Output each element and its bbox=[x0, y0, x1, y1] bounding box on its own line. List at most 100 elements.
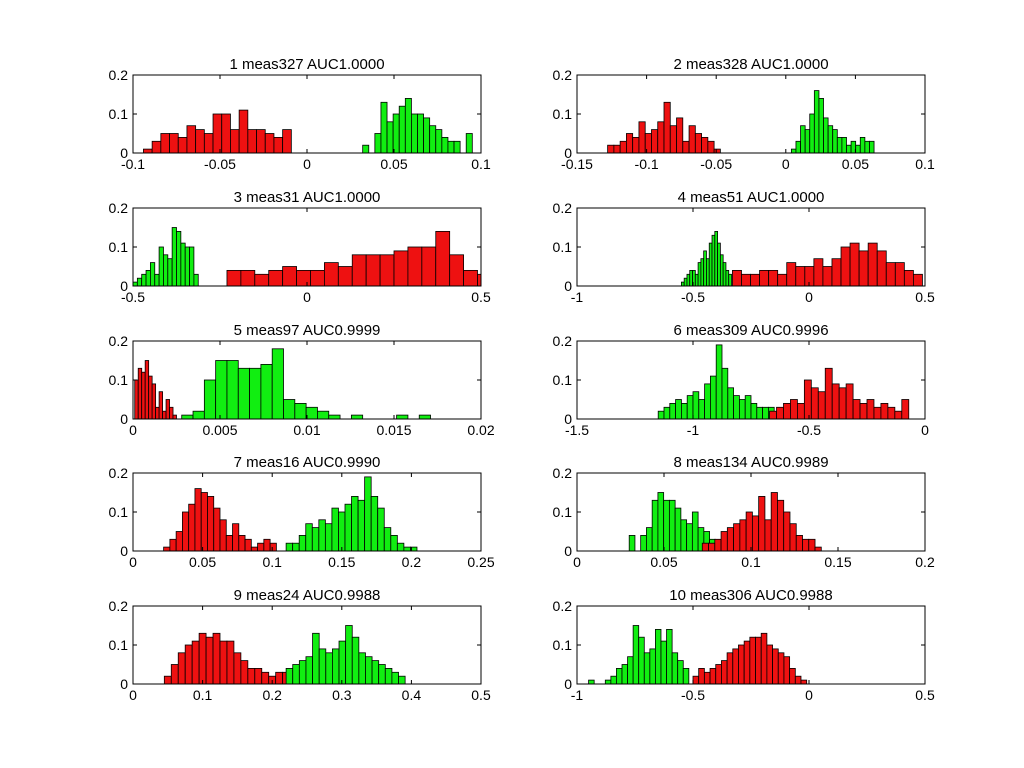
histogram-bar-green bbox=[305, 656, 313, 685]
histogram-bar-green bbox=[226, 360, 239, 420]
x-tick-label: 0.1 bbox=[471, 156, 491, 172]
histogram-bar-red bbox=[163, 546, 171, 552]
histogram-bar-green bbox=[311, 527, 320, 552]
x-tick-label: 0 bbox=[573, 554, 581, 570]
histogram-bar-red bbox=[789, 523, 797, 552]
subplot-title: 1 meas327 AUC1.0000 bbox=[229, 56, 384, 73]
histogram-bar-red bbox=[777, 499, 785, 552]
histogram-bar-green bbox=[823, 117, 829, 154]
histogram-bar-red bbox=[207, 495, 215, 552]
subplot-title: 9 meas24 AUC0.9988 bbox=[234, 587, 381, 604]
histogram-bar-green bbox=[358, 652, 366, 685]
histogram-bar-green bbox=[698, 399, 705, 420]
x-tick-label: 0.1 bbox=[262, 554, 282, 570]
histogram-bar-green bbox=[285, 668, 294, 685]
histogram-bar-green bbox=[795, 140, 801, 154]
histogram-bar-green bbox=[700, 258, 705, 287]
histogram-bar-red bbox=[134, 379, 139, 420]
histogram-bar-green bbox=[804, 129, 811, 154]
histogram-bar-red bbox=[250, 546, 258, 552]
histogram-bar-red bbox=[707, 140, 715, 154]
histogram-bar-green bbox=[331, 507, 339, 552]
histogram-bar-red bbox=[669, 125, 677, 154]
histogram-bar-green bbox=[649, 648, 656, 685]
histogram-bar-green bbox=[703, 250, 707, 287]
histogram-bar-red bbox=[365, 254, 381, 287]
x-tick-label: 0.5 bbox=[915, 289, 935, 305]
histogram-bar-green bbox=[391, 671, 399, 685]
histogram-bar-red bbox=[282, 129, 292, 154]
x-tick-label: 0.25 bbox=[467, 554, 494, 570]
histogram-bar-red bbox=[619, 140, 627, 154]
histogram-bar-red bbox=[247, 668, 256, 685]
histogram-bar-green bbox=[403, 546, 411, 552]
histogram-bar-green bbox=[292, 542, 300, 552]
histogram-bar-green bbox=[711, 234, 716, 287]
histogram-bar-red bbox=[885, 262, 896, 287]
histogram-bar-red bbox=[880, 402, 889, 420]
histogram-bar-red bbox=[873, 406, 882, 420]
histogram-bar-green bbox=[717, 242, 721, 287]
histogram-bar-red bbox=[244, 538, 252, 552]
histogram-bar-green bbox=[682, 668, 690, 685]
x-tick-label: 0 bbox=[129, 554, 137, 570]
histogram-bar-green bbox=[689, 269, 693, 287]
histogram-bar-green bbox=[171, 227, 177, 287]
histogram-bar-red bbox=[858, 250, 869, 287]
histogram-bar-green bbox=[418, 414, 431, 420]
y-tick-label: 0.1 bbox=[553, 372, 573, 388]
histogram-bar-green bbox=[663, 499, 670, 552]
histogram-bar-green bbox=[392, 113, 400, 154]
histogram-bar-red bbox=[743, 640, 751, 685]
histogram-bar-red bbox=[759, 269, 770, 287]
y-tick-label: 0 bbox=[564, 543, 572, 559]
histogram-bar-red bbox=[148, 375, 153, 420]
histogram-bar-green bbox=[324, 523, 333, 552]
histogram-bar-red bbox=[822, 266, 833, 287]
histogram-bar-green bbox=[640, 535, 647, 552]
histogram-bar-green bbox=[722, 262, 727, 287]
histogram-bar-red bbox=[137, 367, 143, 420]
histogram-bar-red bbox=[795, 535, 803, 552]
y-tick-label: 0.1 bbox=[553, 106, 573, 122]
histogram-bar-green bbox=[864, 140, 870, 154]
y-tick-label: 0 bbox=[564, 145, 572, 161]
histogram-bar-green bbox=[813, 90, 820, 154]
x-tick-label: -0.05 bbox=[700, 156, 732, 172]
histogram-bar-red bbox=[195, 129, 205, 154]
histogram-bar-green bbox=[686, 273, 691, 287]
histogram-bar-green bbox=[167, 258, 173, 287]
y-tick-label: 0.2 bbox=[553, 465, 573, 481]
histogram-bar-red bbox=[421, 246, 437, 287]
y-tick-label: 0.2 bbox=[109, 200, 129, 216]
x-tick-label: 0.05 bbox=[650, 554, 677, 570]
histogram-bar-red bbox=[688, 125, 696, 154]
histogram-bar-green bbox=[318, 648, 327, 685]
histogram-bar-green bbox=[677, 660, 684, 685]
histogram-bar-red bbox=[240, 269, 256, 287]
histogram-bar-green bbox=[371, 660, 380, 685]
histogram-bar-red bbox=[913, 273, 923, 287]
histogram-bar-green bbox=[380, 101, 388, 154]
histogram-bar-green bbox=[328, 414, 341, 420]
histogram-bar-red bbox=[435, 230, 451, 287]
histogram-bar-red bbox=[393, 250, 409, 287]
histogram-bar-red bbox=[903, 269, 914, 287]
histogram-bar-red bbox=[738, 644, 745, 685]
histogram-bar-green bbox=[189, 246, 195, 287]
histogram-bar-green bbox=[666, 629, 673, 685]
histogram-bar-red bbox=[296, 269, 311, 287]
histogram-bar-green bbox=[710, 375, 717, 420]
histogram-bar-green bbox=[651, 499, 659, 552]
x-tick-label: 0.2 bbox=[915, 554, 935, 570]
histogram-bar-red bbox=[789, 668, 796, 685]
histogram-bar-green bbox=[704, 383, 711, 420]
x-tick-label: 0 bbox=[805, 687, 813, 703]
histogram-bar-green bbox=[141, 273, 147, 287]
histogram-bar-green bbox=[686, 395, 694, 420]
histogram-bar-green bbox=[836, 136, 843, 154]
x-tick-label: -0.1 bbox=[635, 156, 659, 172]
histogram-bar-green bbox=[855, 144, 861, 154]
histogram-bar-red bbox=[777, 652, 785, 685]
histogram-bar-green bbox=[285, 542, 294, 552]
